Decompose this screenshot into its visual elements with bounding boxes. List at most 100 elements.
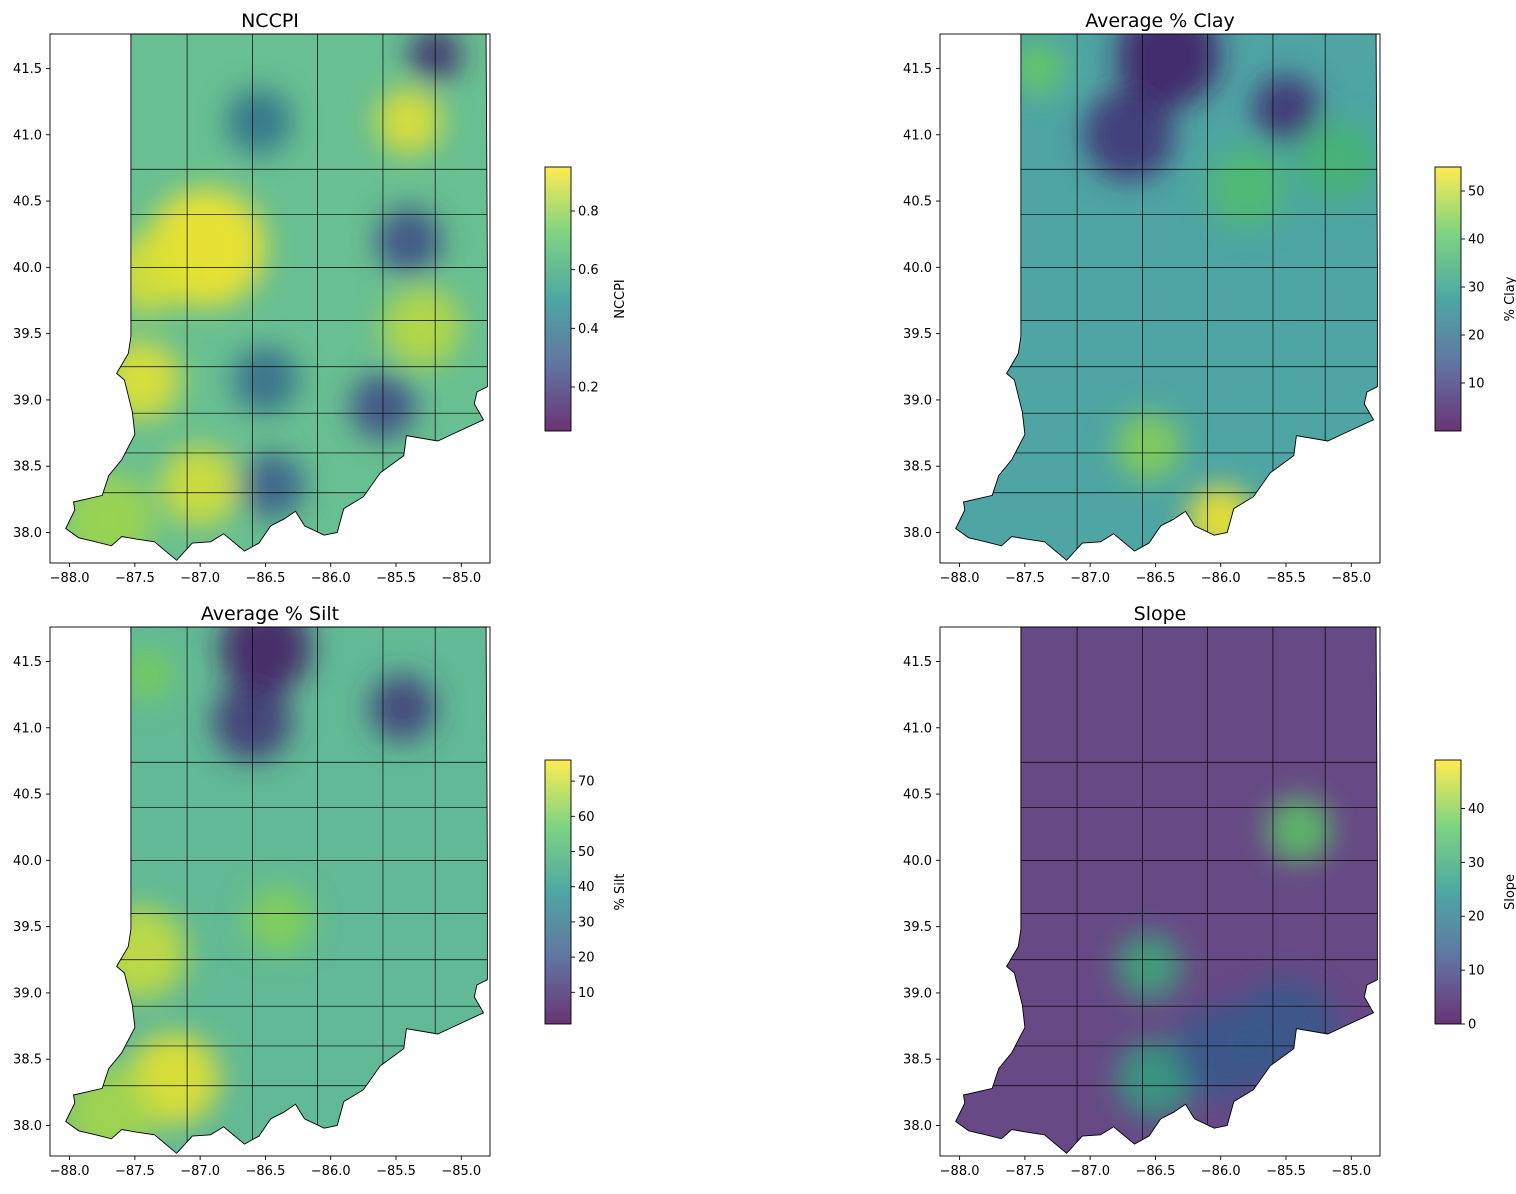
y-tick-label: 41.0 (13, 128, 42, 143)
raster-hotspot (121, 648, 175, 702)
y-tick-label: 41.5 (13, 62, 42, 77)
raster-field (955, 627, 1378, 1154)
raster-hotspot (226, 88, 292, 155)
colorbar-tick-label: 40 (1468, 233, 1485, 248)
raster-hotspot (1266, 796, 1332, 863)
x-tick-label: −86.0 (1201, 1164, 1241, 1179)
colorbar-label: Slope (1503, 874, 1516, 910)
y-tick-label: 38.5 (13, 1053, 42, 1068)
x-tick-label: −86.5 (246, 571, 286, 586)
axes-frame (49, 626, 491, 1157)
axes-frame (939, 626, 1381, 1157)
x-tick-label: −86.0 (311, 1164, 351, 1179)
raster-field (955, 34, 1378, 561)
x-tick-label: −88.0 (940, 571, 980, 586)
raster-field (65, 627, 488, 1154)
colorbar-tick-label: 50 (1468, 185, 1485, 200)
x-tick-label: −86.5 (1136, 1164, 1176, 1179)
colorbar-tick-label: 10 (578, 986, 595, 1001)
raster-hotspot (376, 207, 442, 274)
raster-hotspot (239, 452, 305, 520)
raster-hotspot (1207, 148, 1286, 228)
x-tick-label: −85.0 (1331, 571, 1371, 586)
x-tick-label: −87.0 (1070, 571, 1110, 586)
raster-hotspot (1116, 413, 1182, 480)
raster-hotspot (382, 287, 462, 367)
y-tick-label: 41.5 (13, 655, 42, 670)
y-tick-label: 40.5 (903, 788, 932, 803)
y-tick-label: 40.5 (903, 195, 932, 210)
colorbar-label: NCCPI (613, 279, 628, 319)
colorbar-tick-label: 30 (1468, 281, 1485, 296)
colorbar (544, 166, 572, 432)
y-tick-label: 40.0 (13, 854, 42, 869)
raster-hotspot (160, 446, 240, 526)
y-tick-label: 39.0 (903, 393, 932, 408)
y-tick-label: 40.5 (13, 195, 42, 210)
x-tick-label: −87.0 (180, 1164, 220, 1179)
colorbar-tick-label: 0.6 (578, 263, 599, 278)
y-tick-label: 38.5 (13, 460, 42, 475)
y-tick-label: 40.0 (903, 261, 932, 276)
x-tick-label: −88.0 (50, 571, 90, 586)
x-tick-label: −87.5 (115, 571, 155, 586)
y-tick-label: 38.0 (903, 1119, 932, 1134)
raster-hotspot (1083, 88, 1176, 182)
y-tick-label: 41.0 (13, 721, 42, 736)
y-tick-label: 41.0 (903, 721, 932, 736)
map-nccpi: NCCPI −88.0 −87.5 −87.0 −86.5 −86.0 −85.5 −85.0… (13, 10, 628, 586)
x-tick-label: −85.5 (1266, 571, 1306, 586)
y-tick-label: 41.5 (903, 655, 932, 670)
y-tick-label: 40.0 (903, 854, 932, 869)
x-tick-label: −88.0 (940, 1164, 980, 1179)
y-tick-label: 41.0 (903, 128, 932, 143)
colorbar-tick-label: 10 (1468, 377, 1485, 392)
x-tick-label: −85.5 (376, 571, 416, 586)
x-tick-label: −86.0 (311, 571, 351, 586)
x-tick-label: −86.0 (1201, 571, 1241, 586)
x-tick-label: −87.5 (115, 1164, 155, 1179)
colorbar-tick-label: 0.2 (578, 381, 599, 396)
panel-nccpi: NCCPI −88.0 −87.5 −87.0 −86.5 −86.0 −85.5 −85.0… (0, 0, 758, 595)
raster-hotspot (1011, 41, 1065, 95)
colorbar-tick-label: 70 (578, 775, 595, 790)
colorbar-tick-label: 0 (1468, 1018, 1476, 1033)
raster-hotspot (1253, 75, 1319, 142)
colorbar-tick-label: 20 (578, 951, 595, 966)
colorbar (544, 759, 572, 1025)
map-clay: Average % Clay −88.0 −87.5 −87.0 −86.5 −86.0 −… (903, 10, 1516, 586)
x-tick-label: −87.5 (1005, 571, 1045, 586)
panel-silt: Average % Silt −88.0 −87.5 −87.0 −86.5 −86.0 −… (0, 593, 758, 1190)
raster-hotspot (108, 234, 188, 314)
y-tick-label: 40.5 (13, 788, 42, 803)
x-tick-label: −88.0 (50, 1164, 90, 1179)
x-tick-label: −86.5 (246, 1164, 286, 1179)
colorbar-tick-label: 20 (1468, 910, 1485, 925)
x-tick-label: −85.5 (376, 1164, 416, 1179)
colorbar-label: % Clay (1503, 276, 1516, 321)
x-tick-label: −85.0 (441, 1164, 481, 1179)
raster-hotspot (1116, 1039, 1195, 1119)
y-tick-label: 39.0 (903, 986, 932, 1001)
raster-hotspot (245, 886, 312, 954)
colorbar-label: % Silt (613, 873, 628, 910)
colorbar-tick-label: 0.4 (578, 322, 599, 337)
raster-hotspot (1116, 933, 1182, 1000)
colorbar-tick-label: 40 (578, 880, 595, 895)
colorbar-tick-label: 40 (1468, 802, 1485, 817)
state-outline (65, 626, 488, 1154)
colorbar-tick-label: 50 (578, 845, 595, 860)
y-tick-label: 39.5 (13, 920, 42, 935)
raster-field (65, 34, 488, 561)
raster-hotspot (1188, 486, 1254, 553)
y-tick-label: 38.5 (903, 460, 932, 475)
x-tick-label: −87.0 (180, 571, 220, 586)
raster-hotspot (219, 627, 312, 695)
raster-hotspot (232, 346, 299, 414)
y-tick-label: 39.5 (903, 920, 932, 935)
raster-hotspot (376, 88, 442, 155)
x-tick-label: −85.5 (1266, 1164, 1306, 1179)
x-tick-label: −85.0 (441, 571, 481, 586)
colorbar-tick-label: 20 (1468, 329, 1485, 344)
y-tick-label: 39.5 (903, 327, 932, 342)
